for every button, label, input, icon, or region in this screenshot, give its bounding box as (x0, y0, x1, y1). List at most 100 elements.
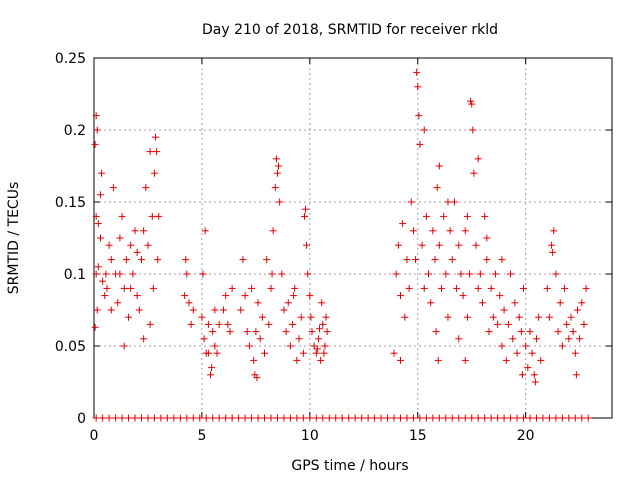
data-point (91, 140, 99, 148)
data-point (202, 414, 210, 422)
data-point (163, 414, 171, 422)
data-point (306, 292, 314, 300)
data-point (573, 306, 581, 314)
data-point (532, 414, 540, 422)
data-point (571, 349, 579, 357)
data-point (267, 414, 275, 422)
data-point (476, 270, 484, 278)
data-point (282, 328, 290, 336)
data-point (133, 248, 141, 256)
data-point (154, 256, 162, 264)
data-point (99, 277, 107, 285)
data-point (256, 335, 264, 343)
data-point (280, 414, 288, 422)
data-point (571, 414, 579, 422)
data-point (286, 342, 294, 350)
data-point (133, 292, 141, 300)
data-point (468, 414, 476, 422)
data-point (444, 198, 452, 206)
data-point (241, 292, 249, 300)
data-point (295, 335, 303, 343)
data-point (254, 414, 262, 422)
data-point (531, 378, 539, 386)
data-point (140, 227, 148, 235)
data-point (322, 313, 330, 321)
data-point (93, 306, 101, 314)
y-tick-label: 0.05 (55, 339, 86, 355)
data-point (563, 320, 571, 328)
data-point (338, 414, 346, 422)
data-point (135, 306, 143, 314)
data-point (105, 241, 113, 249)
data-point (528, 349, 536, 357)
data-point (318, 299, 326, 307)
data-point (320, 349, 328, 357)
data-point (431, 256, 439, 264)
data-point (418, 241, 426, 249)
data-point (345, 414, 353, 422)
data-point (500, 414, 508, 422)
data-point (530, 371, 538, 379)
data-point (120, 342, 128, 350)
data-point (157, 414, 165, 422)
data-point (409, 227, 417, 235)
data-point (291, 284, 299, 292)
data-point (509, 335, 517, 343)
data-point (105, 414, 113, 422)
data-point (307, 313, 315, 321)
data-point (403, 414, 411, 422)
data-point (450, 198, 458, 206)
data-point (561, 284, 569, 292)
data-point (543, 284, 551, 292)
data-point (137, 414, 145, 422)
data-point (127, 284, 135, 292)
data-point (204, 349, 212, 357)
data-point (91, 323, 99, 331)
data-point (416, 414, 424, 422)
data-point (94, 220, 102, 228)
data-point (215, 414, 223, 422)
x-tick-label: 0 (90, 428, 99, 444)
data-point (437, 284, 445, 292)
data-point (396, 292, 404, 300)
data-point (144, 241, 152, 249)
data-point (444, 313, 452, 321)
data-point (150, 169, 158, 177)
data-point (435, 414, 443, 422)
data-point (92, 112, 100, 120)
data-point (537, 356, 545, 364)
data-point (422, 212, 430, 220)
data-point (319, 414, 327, 422)
data-point (377, 414, 385, 422)
data-point (228, 414, 236, 422)
data-point (92, 212, 100, 220)
data-point (474, 155, 482, 163)
data-point (200, 335, 208, 343)
data-point (183, 270, 191, 278)
data-point (526, 414, 534, 422)
data-point (459, 292, 467, 300)
data-point (299, 349, 307, 357)
data-point (416, 140, 424, 148)
data-point (293, 356, 301, 364)
data-point (483, 256, 491, 264)
data-point (413, 68, 421, 76)
data-point (317, 356, 325, 364)
data-point (118, 212, 126, 220)
data-point (502, 356, 510, 364)
data-point (211, 342, 219, 350)
data-point (507, 414, 515, 422)
data-point (494, 320, 502, 328)
data-point (183, 414, 191, 422)
y-tick-label: 0.2 (64, 123, 86, 139)
data-point (409, 414, 417, 422)
data-point (261, 414, 269, 422)
data-point (314, 335, 322, 343)
data-point (432, 328, 440, 336)
data-point (181, 292, 189, 300)
data-point (222, 292, 230, 300)
data-point (467, 97, 475, 105)
data-point (481, 212, 489, 220)
data-point (549, 248, 557, 256)
data-point (427, 299, 435, 307)
